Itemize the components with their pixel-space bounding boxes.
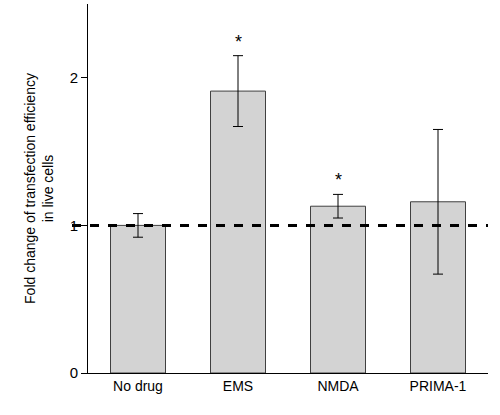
svg-text:No drug: No drug: [113, 378, 163, 394]
svg-text:PRIMA-1: PRIMA-1: [410, 378, 467, 394]
svg-text:EMS: EMS: [223, 378, 253, 394]
svg-text:Fold change of transfection ef: Fold change of transfection efficiencyin…: [22, 73, 56, 304]
svg-text:1: 1: [70, 217, 78, 234]
svg-text:2: 2: [70, 69, 78, 86]
svg-text:*: *: [235, 32, 242, 52]
svg-text:0: 0: [70, 364, 78, 381]
svg-text:NMDA: NMDA: [317, 378, 359, 394]
svg-text:*: *: [335, 170, 342, 190]
